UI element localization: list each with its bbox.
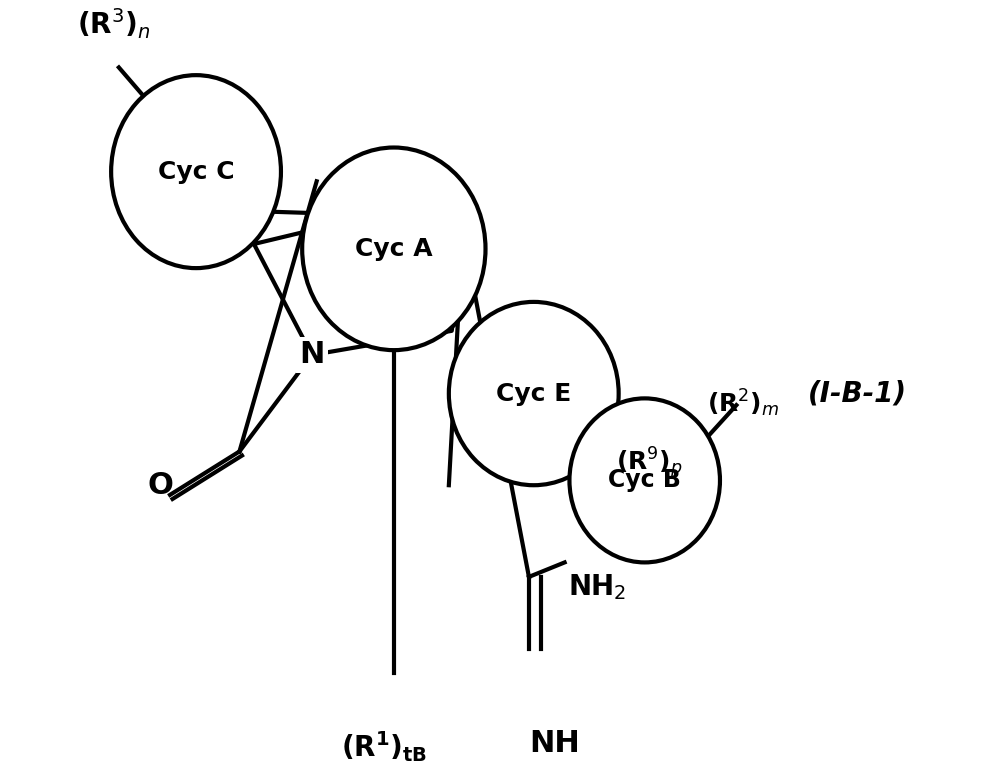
Text: Cyc A: Cyc A xyxy=(355,237,433,261)
Ellipse shape xyxy=(302,147,486,350)
Text: N: N xyxy=(299,340,325,370)
Text: Cyc E: Cyc E xyxy=(497,381,571,405)
Ellipse shape xyxy=(111,75,281,268)
Text: NH: NH xyxy=(528,729,579,758)
Text: N: N xyxy=(299,340,325,370)
Text: (R$^2$)$_m$: (R$^2$)$_m$ xyxy=(707,388,779,419)
Text: (R$^{\mathbf{1}}$)$_{\mathbf{tB}}$: (R$^{\mathbf{1}}$)$_{\mathbf{tB}}$ xyxy=(341,729,428,764)
Ellipse shape xyxy=(569,398,720,563)
Text: Cyc C: Cyc C xyxy=(158,160,235,184)
Text: (R$^3$)$_n$: (R$^3$)$_n$ xyxy=(77,7,151,41)
Text: Cyc B: Cyc B xyxy=(608,468,681,492)
Text: O: O xyxy=(148,470,173,500)
Ellipse shape xyxy=(449,302,618,485)
Text: (R$^9$)$_p$: (R$^9$)$_p$ xyxy=(615,445,682,481)
Text: (I-B-1): (I-B-1) xyxy=(807,380,906,408)
Text: NH$_2$: NH$_2$ xyxy=(567,572,626,602)
